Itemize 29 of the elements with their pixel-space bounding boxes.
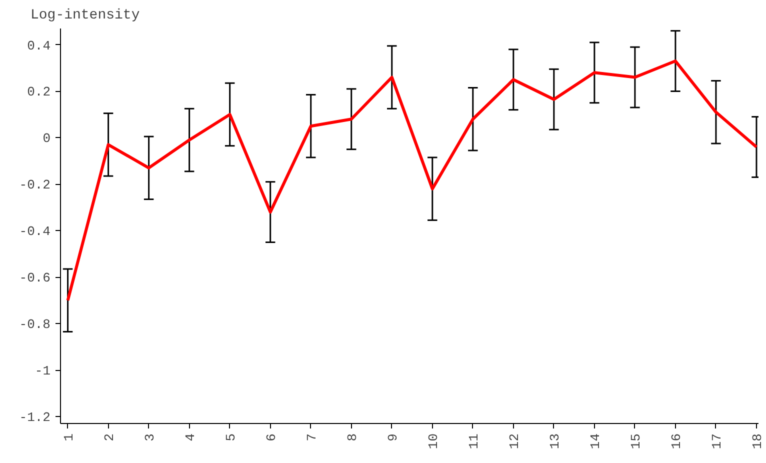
x-tick-label: 1: [61, 433, 76, 442]
x-tick-label: 15: [628, 433, 644, 450]
x-tick-label: 18: [750, 433, 765, 450]
y-tick-label: -0.4: [19, 224, 51, 240]
x-tick-label: 10: [426, 433, 441, 450]
x-tick-label: 5: [223, 433, 238, 442]
x-tick-label: 3: [142, 433, 158, 442]
x-tick-label: 7: [304, 433, 320, 442]
y-tick-label: -1: [34, 364, 51, 379]
x-tick-label: 11: [466, 433, 482, 450]
x-tick-label: 9: [385, 433, 400, 442]
line-series: [66, 60, 758, 302]
y-tick-label: -0.8: [19, 317, 51, 332]
y-tick-label: -0.2: [19, 178, 51, 193]
x-tick-label: 16: [668, 433, 684, 450]
x-tick-label: 17: [709, 433, 724, 450]
y-tick-label: -1.2: [19, 410, 51, 426]
x-tick-label: 4: [182, 433, 198, 442]
x-tick-label: 12: [506, 433, 522, 450]
x-tick-label: 13: [547, 433, 562, 450]
x-tick-label: 2: [102, 433, 117, 442]
y-axis-title: Log-intensity: [30, 8, 140, 24]
y-tick-label: 0: [42, 131, 51, 146]
x-tick-label: 14: [588, 433, 603, 450]
y-tick-label: 0.2: [27, 84, 50, 100]
x-tick-label: 8: [344, 433, 360, 442]
x-tick-label: 6: [264, 433, 279, 442]
y-tick-label: -0.6: [19, 270, 51, 286]
y-tick-label: 0.4: [27, 38, 51, 54]
